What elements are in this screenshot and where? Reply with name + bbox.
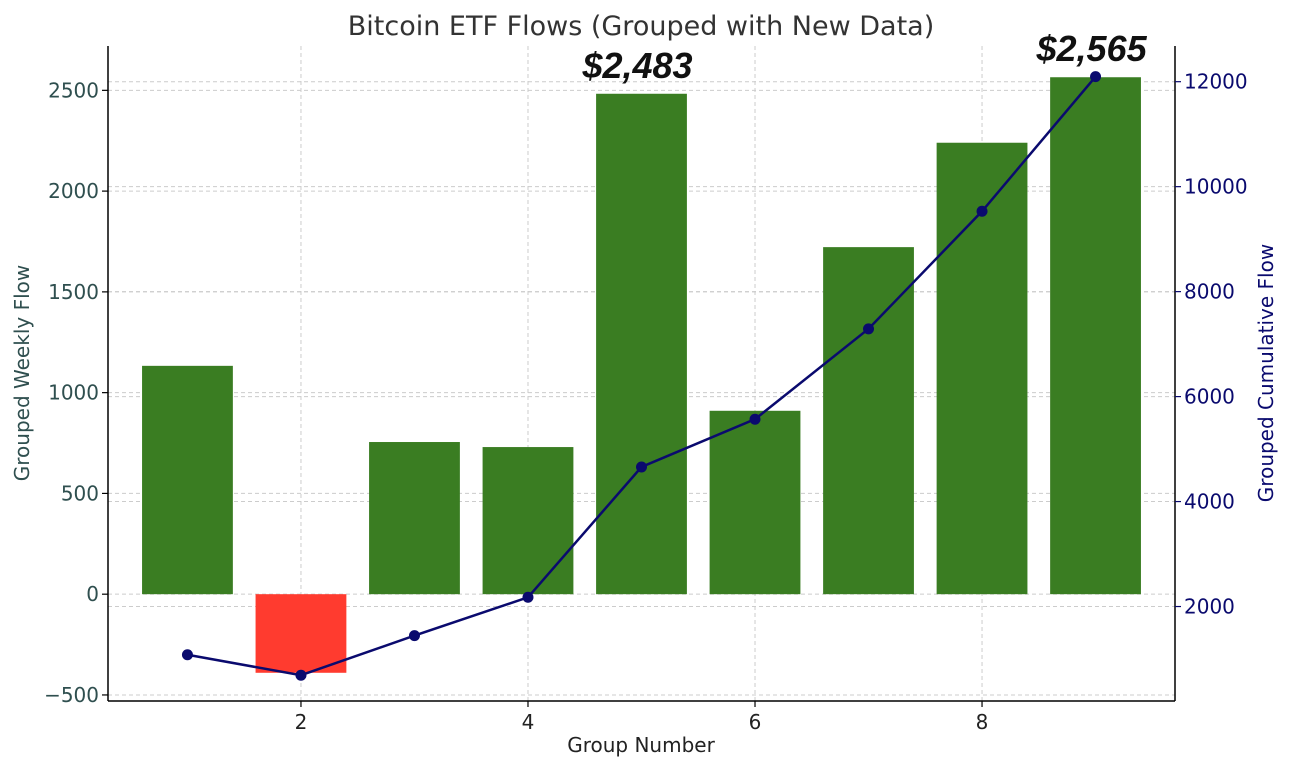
bar xyxy=(369,442,460,595)
axes xyxy=(107,46,1176,702)
bar xyxy=(1050,77,1141,595)
y-right-tick-label: 2000 xyxy=(1184,595,1235,619)
y-right-tick-label: 6000 xyxy=(1184,385,1235,409)
x-tick-label: 2 xyxy=(295,710,308,734)
cumulative-point xyxy=(749,413,761,425)
y-right-tick-label: 12000 xyxy=(1184,70,1248,94)
bar xyxy=(709,410,801,595)
value-annotation: $2,565 xyxy=(1035,28,1147,69)
y-left-tick-label: 2500 xyxy=(48,78,99,102)
bar xyxy=(936,142,1028,595)
value-annotation: $2,483 xyxy=(581,45,692,86)
y-right-tick-label: 4000 xyxy=(1184,490,1235,514)
cumulative-point xyxy=(522,591,534,603)
cumulative-point xyxy=(636,461,647,473)
x-tick-label: 8 xyxy=(976,710,989,734)
cumulative-point xyxy=(295,669,307,681)
y-axis-left-label: Grouped Weekly Flow xyxy=(10,265,34,481)
x-axis-label: Group Number xyxy=(567,733,715,757)
annotations: $2,483 $2,565 xyxy=(581,28,1147,86)
y-left-tick-label: 500 xyxy=(61,481,99,505)
cumulative-point xyxy=(1090,71,1102,83)
y-right-tick-label: 8000 xyxy=(1184,280,1235,304)
cumulative-point xyxy=(408,630,420,642)
bar xyxy=(823,247,914,595)
x-tick-label: 4 xyxy=(522,710,535,734)
cumulative-point xyxy=(181,649,193,661)
ticks: 2 4 6 8 −500 0 500 1000 1500 2000 2500 2000 4000 6000… xyxy=(44,70,1248,734)
bar xyxy=(142,365,233,595)
bars xyxy=(142,77,1141,673)
y-left-tick-label: −500 xyxy=(44,683,99,707)
y-left-tick-label: 2000 xyxy=(48,179,99,203)
chart-title: Bitcoin ETF Flows (Grouped with New Data… xyxy=(348,11,935,42)
y-left-tick-label: 1500 xyxy=(48,280,99,304)
bar xyxy=(255,594,347,673)
y-left-tick-label: 0 xyxy=(86,582,99,606)
cumulative-line xyxy=(181,71,1102,681)
y-left-tick-label: 1000 xyxy=(48,381,99,405)
y-right-tick-label: 10000 xyxy=(1184,175,1248,199)
cumulative-point xyxy=(976,205,988,217)
x-tick-label: 6 xyxy=(749,710,762,734)
bar xyxy=(482,447,574,595)
y-axis-right-label: Grouped Cumulative Flow xyxy=(1254,244,1278,502)
cumulative-point xyxy=(863,323,875,335)
bar xyxy=(596,93,687,595)
